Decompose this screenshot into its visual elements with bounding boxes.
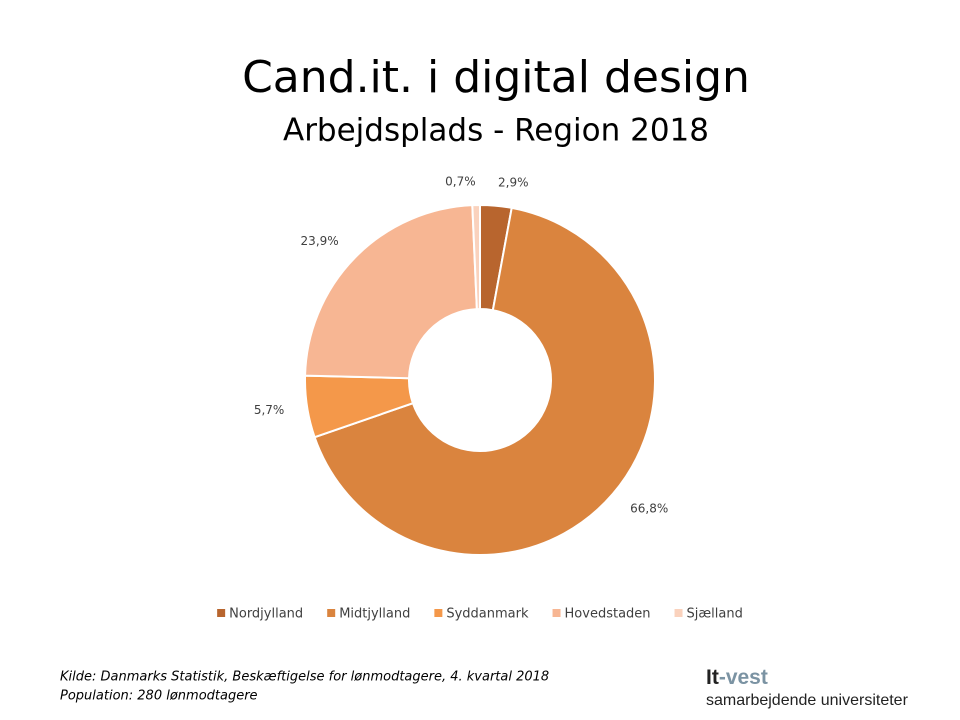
data-label: 5,7% bbox=[254, 403, 285, 417]
legend-label: Syddanmark bbox=[446, 607, 529, 622]
donut-slice bbox=[471, 203, 481, 311]
legend-marker bbox=[434, 609, 443, 617]
logo-suffix: -vest bbox=[719, 666, 768, 689]
data-label: 23,9% bbox=[301, 234, 339, 248]
legend-label: Nordjylland bbox=[229, 607, 303, 622]
source-note: Kilde: Danmarks Statistik, Beskæftigelse… bbox=[60, 670, 549, 685]
legend-marker bbox=[552, 609, 561, 617]
legend-marker bbox=[674, 609, 683, 617]
chart-subtitle: Arbejdsplads - Region 2018 bbox=[283, 113, 709, 149]
legend-marker bbox=[327, 609, 336, 617]
data-label: 2,9% bbox=[498, 175, 528, 189]
legend-label: Midtjylland bbox=[339, 607, 410, 622]
population-note: Population: 280 lønmodtagere bbox=[60, 689, 258, 704]
logo: It-vest bbox=[706, 666, 768, 689]
donut-slice bbox=[304, 204, 478, 380]
donut-slice bbox=[313, 206, 656, 556]
logo-name: It bbox=[706, 666, 719, 689]
logo-tagline: samarbejdende universiteter bbox=[706, 692, 909, 709]
data-label: 66,8% bbox=[630, 502, 668, 516]
legend-label: Hovedstaden bbox=[565, 607, 651, 622]
data-label: 0,7% bbox=[445, 175, 476, 189]
legend-label: Sjælland bbox=[687, 607, 743, 622]
chart-title: Cand.it. i digital design bbox=[242, 52, 750, 103]
legend-marker bbox=[217, 609, 226, 617]
